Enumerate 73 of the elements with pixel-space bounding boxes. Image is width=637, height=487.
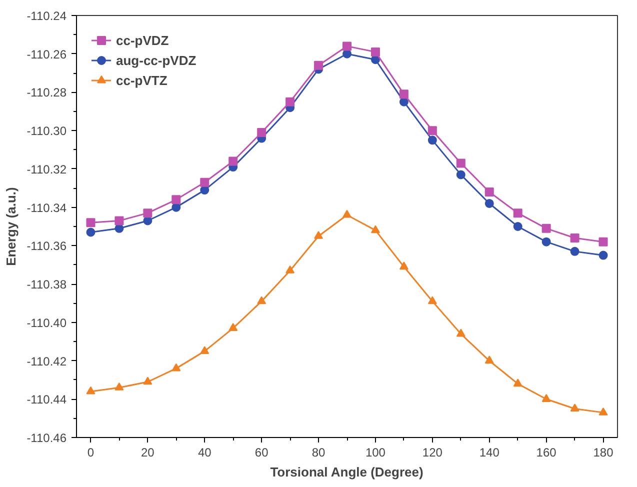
point: [86, 218, 96, 228]
point: [598, 250, 608, 260]
point: [513, 208, 522, 218]
point: [370, 47, 380, 56]
point: [513, 222, 522, 231]
point: [257, 296, 266, 304]
point: [114, 216, 124, 226]
point: [172, 195, 181, 204]
legend-label: cc-pVTZ: [116, 72, 168, 88]
y-tick-label: -110.24: [26, 9, 67, 23]
point: [286, 266, 295, 274]
point: [428, 296, 437, 304]
point: [399, 262, 408, 270]
x-tick-label: 20: [141, 446, 155, 460]
point: [257, 128, 266, 138]
y-tick-label: -110.42: [26, 354, 67, 368]
point: [143, 376, 152, 385]
point: [370, 225, 380, 234]
y-tick-label: -110.36: [26, 239, 67, 254]
point: [172, 363, 181, 372]
point: [286, 97, 295, 106]
point: [200, 178, 210, 187]
point: [342, 210, 352, 218]
x-tick-label: 120: [422, 446, 443, 460]
x-tick-label: 160: [536, 446, 557, 460]
point: [513, 378, 522, 387]
point: [456, 158, 466, 168]
y-tick-label: -110.26: [26, 47, 67, 62]
legend-label: cc-pVDZ: [116, 32, 169, 48]
x-axis-title: Torsional Angle (Degree): [270, 464, 424, 480]
point: [542, 237, 551, 246]
x-tick-label: 60: [254, 446, 269, 460]
point: [114, 382, 124, 390]
x-tick-label: 180: [593, 446, 614, 460]
point: [143, 208, 152, 218]
point: [399, 90, 408, 99]
point: [484, 198, 494, 208]
point: [598, 237, 608, 246]
point: [542, 394, 551, 402]
x-tick-label: 140: [479, 446, 500, 460]
point: [456, 328, 466, 337]
point: [598, 407, 608, 416]
x-tick-label: 40: [198, 446, 212, 460]
x-tick-label: 100: [365, 446, 386, 460]
y-axis-title: Energy (a.u.): [4, 187, 19, 266]
point: [228, 156, 238, 166]
x-tick-label: 0: [87, 446, 94, 460]
y-tick-label: -110.32: [26, 162, 67, 176]
point: [570, 404, 580, 412]
point: [484, 356, 494, 364]
x-tick-label: 80: [312, 446, 326, 460]
point: [570, 246, 580, 256]
point: [86, 228, 96, 237]
point: [314, 60, 324, 70]
point: [570, 234, 580, 243]
y-tick-label: -110.46: [26, 431, 67, 445]
point: [542, 224, 551, 233]
y-tick-label: -110.30: [26, 124, 67, 138]
y-tick-label: -110.38: [26, 278, 67, 292]
point: [200, 346, 210, 354]
point: [484, 187, 494, 196]
point: [342, 42, 352, 51]
y-tick-label: -110.44: [26, 392, 67, 407]
y-tick-label: -110.40: [26, 316, 67, 330]
point: [86, 386, 96, 394]
y-tick-label: -110.34: [26, 200, 67, 215]
legend-label: aug-cc-pVDZ: [116, 52, 196, 68]
y-tick-label: -110.28: [26, 86, 67, 100]
point: [456, 170, 466, 180]
point: [428, 136, 437, 145]
point: [228, 323, 238, 331]
point: [314, 230, 324, 239]
point: [428, 126, 437, 136]
